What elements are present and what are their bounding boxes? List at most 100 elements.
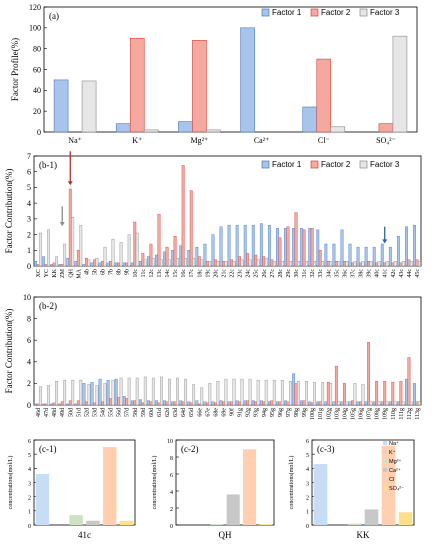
panel-b2-bar-2	[383, 381, 387, 406]
panel-b2-xtick-label: 56d	[117, 408, 123, 417]
panel-c1-xlabel: 41c	[78, 530, 91, 540]
panel-b1-bar-1	[364, 246, 368, 267]
panel-b1-bar-3	[377, 261, 381, 267]
panel-b2-bar-2	[302, 400, 306, 406]
panel-b1-bar-2	[93, 259, 96, 267]
panel-b2-bar-1	[66, 403, 70, 406]
panel-b1-bar-1	[114, 262, 118, 267]
panel-b2-xtick-label: 101g	[318, 408, 324, 420]
panel-b2-xtick-label: 69e	[221, 408, 227, 417]
panel-b2-bar-3	[176, 377, 179, 406]
panel-c3-bars	[313, 445, 413, 525]
panel-c2-axes: 0 2 4 6 8 10 concentrations(mol/L) (c-2)	[151, 439, 275, 530]
panel-b1-bar-3	[208, 261, 212, 267]
panel-a-xtick-label: Cl⁻	[318, 136, 330, 145]
panel-b1-arrow-head	[59, 222, 65, 227]
panel-b1-bar-1	[227, 224, 231, 267]
panel-c2-bar-3	[210, 524, 224, 525]
panel-b1-bar-3	[216, 261, 220, 267]
panel-b1-bar-3	[119, 242, 123, 267]
panel-b2-bar-2	[415, 401, 419, 406]
panel-b2-bar-2	[407, 357, 411, 406]
panel-b1-bar-1	[82, 264, 86, 267]
panel-b1-xtick-label: MA	[76, 268, 82, 278]
panel-b1-bar-3	[127, 234, 131, 267]
panel-b1-bar-2	[197, 256, 201, 267]
panel-b2-bar-1	[114, 378, 118, 406]
panel-b2-bar-1	[251, 400, 255, 406]
panel-b2-bar-2	[246, 400, 250, 406]
panel-b1-bar-3	[337, 261, 341, 267]
panel-c3-legend-label: Mg²⁺	[389, 458, 401, 465]
panel-b1-bar-2	[117, 262, 121, 267]
panel-b1-xtick-label: 21c	[221, 269, 227, 278]
panel-b2-bar-1	[195, 400, 199, 406]
panel-b1-bar-3	[71, 217, 75, 267]
panel-a-legend-label-2: Factor 2	[321, 8, 351, 17]
panel-b2-xtick-label: 104g	[342, 408, 348, 420]
panel-a-bar-3	[206, 129, 221, 133]
panel-b1-bar-2	[125, 262, 129, 267]
panel-c3-xlabel: KK	[357, 530, 370, 540]
panel-b1-bar-2	[302, 229, 306, 267]
panel-b2-bar-3	[417, 401, 421, 406]
panel-b1-bar-3	[264, 257, 268, 267]
panel-b2-xtick-label: 98g	[294, 408, 300, 417]
panel-b2-xtick-label: 61d	[157, 408, 163, 417]
panel-b1-ylabel: Factor Contribution(%)	[4, 169, 14, 254]
panel-b2-bar-1	[372, 401, 376, 406]
panel-b2-bar-1	[211, 401, 215, 406]
panel-b1-bar-3	[401, 261, 405, 267]
panel-a-legend-label-1: Factor 1	[272, 8, 302, 17]
panel-c1-ylabel: concentrations(mol/L)	[7, 456, 14, 510]
panel-b2-bar-1	[413, 383, 416, 406]
panel-b2-bar-2	[52, 402, 56, 406]
panel-a-bar-3	[143, 129, 159, 133]
panel-b1-bar-1	[324, 243, 328, 267]
panel-b1-bar-2	[383, 262, 387, 267]
panel-b1-legend-swatch-1	[261, 160, 270, 169]
panel-b1-bar-3	[248, 259, 252, 267]
panel-b2-bar-1	[203, 401, 207, 406]
panel-b2-bar-3	[345, 401, 349, 406]
panel-b1-bar-3	[200, 259, 204, 267]
panel-b2-bar-2	[213, 402, 217, 406]
panel-b1-xtick-label: 13c	[157, 269, 163, 278]
panel-b1-bar-2	[52, 262, 56, 267]
panel-b2-bar-1	[74, 403, 78, 406]
panel-b2-bar-3	[47, 385, 50, 406]
panel-a-legend-label-3: Factor 3	[370, 8, 400, 17]
panel-b2-plot-frame	[33, 296, 422, 406]
panel-b1-xtick-label: 8b	[117, 269, 123, 275]
panel-c3-bar-6	[398, 512, 413, 525]
panel-b1-xtick-label: 26c	[262, 269, 268, 278]
panel-b1-arrow-head	[382, 239, 388, 244]
panel-b1-bar-1	[292, 228, 296, 267]
panel-c3-axes: 0 1 2 3 4 5 6 concentrations(mol/L) (c-3)	[288, 439, 415, 530]
panel-b1-bar-2	[230, 259, 233, 267]
panel-c1-ytick-label: 2	[28, 495, 31, 501]
panel-a-ytick-label: 60	[33, 65, 41, 74]
panel-c1-ytick-label: 0	[28, 524, 31, 530]
panel-b2-bar-3	[377, 401, 381, 406]
panel-b2-bar-2	[149, 401, 153, 406]
panel-b1-bar-2	[36, 264, 40, 267]
panel-b2-xtick-label: 46d	[36, 408, 42, 417]
panel-b2-bar-3	[224, 378, 228, 406]
panel-b2-bar-2	[310, 402, 314, 406]
panel-a-xtick-label: Mg²⁺	[191, 136, 209, 145]
panel-b2-bar-1	[316, 401, 320, 406]
panel-b2-bar-1	[243, 400, 247, 406]
panel-b1-bar-3	[79, 224, 83, 267]
panel-b1-bar-3	[313, 261, 317, 267]
panel-b2-xtick-label: 102g	[326, 408, 332, 420]
panel-b2-bar-1	[348, 401, 352, 406]
panel-b1-bar-2	[238, 256, 242, 267]
panel-a-bar-2	[316, 58, 332, 133]
panel-b2-xtick-label: 51d	[76, 408, 82, 417]
panel-b1-xtick-label: 12c	[149, 269, 155, 278]
panel-c3-bar-5	[381, 445, 396, 525]
panel-a-bar-3	[330, 126, 346, 133]
panel-b1-bar-1	[348, 243, 352, 267]
